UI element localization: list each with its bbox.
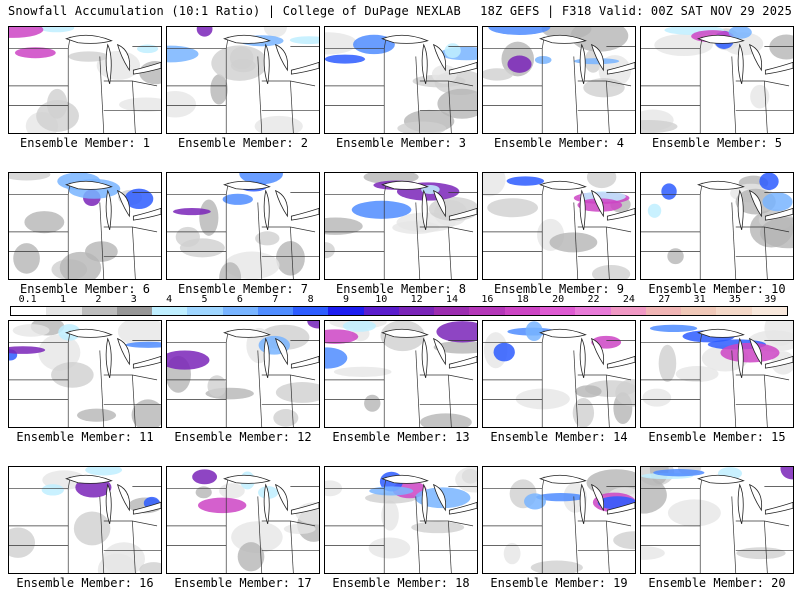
ensemble-member-label: Ensemble Member: 4 (493, 136, 625, 150)
ensemble-member-label: Ensemble Member: 6 (19, 282, 151, 296)
legend-swatch (257, 307, 294, 315)
legend-tick-label: 20 (552, 294, 565, 305)
legend-tick-label: 0.1 (18, 294, 37, 305)
ensemble-member-label: Ensemble Member: 19 (490, 576, 628, 590)
legend-swatch (681, 307, 717, 315)
ensemble-member-label: Ensemble Member: 20 (648, 576, 786, 590)
legend-tick-label: 8 (307, 294, 314, 305)
legend-tick-label: 14 (446, 294, 459, 305)
legend-swatch (293, 307, 329, 315)
ensemble-member-map (324, 320, 478, 428)
ensemble-member-label: Ensemble Member: 5 (651, 136, 783, 150)
ensemble-member-map (166, 172, 320, 280)
legend-tick-label: 3 (130, 294, 137, 305)
ensemble-member-map (166, 26, 320, 134)
ensemble-member-map (640, 466, 794, 574)
ensemble-member-map (324, 466, 478, 574)
ensemble-member-map (482, 26, 636, 134)
legend-tick-label: 5 (201, 294, 208, 305)
ensemble-member-map (324, 172, 478, 280)
legend-swatch (46, 307, 82, 315)
ensemble-member-map (482, 320, 636, 428)
ensemble-member-label: Ensemble Member: 12 (174, 430, 312, 444)
legend-swatch (81, 307, 117, 315)
legend-tick-label: 4 (166, 294, 173, 305)
legend-swatch (539, 307, 576, 315)
ensemble-member-label: Ensemble Member: 7 (177, 282, 309, 296)
legend-swatch (187, 307, 223, 315)
map-title: Snowfall Accumulation (10:1 Ratio) | Col… (8, 4, 461, 18)
legend-swatch (152, 307, 188, 315)
legend-tick-label: 18 (516, 294, 529, 305)
legend-swatch (469, 307, 505, 315)
ensemble-member-label: Ensemble Member: 2 (177, 136, 309, 150)
legend-swatch (11, 307, 47, 315)
legend-labels: 0.1 1 2 3 4 5 6 7 8 9 10 12 14 16 18 20 22 24 27 31 35 39 (10, 294, 788, 306)
run-info: 18Z GEFS | F318 Valid: 00Z SAT NOV 29 20… (480, 4, 792, 18)
legend-color-bar (10, 306, 788, 316)
legend-tick-label: 24 (622, 294, 635, 305)
ensemble-member-map (482, 466, 636, 574)
legend-tick-label: 6 (236, 294, 243, 305)
legend-tick-label: 9 (342, 294, 349, 305)
ensemble-member-map (8, 466, 162, 574)
ensemble-member-map (166, 466, 320, 574)
ensemble-member-map (8, 172, 162, 280)
legend-swatch (575, 307, 611, 315)
legend-tick-label: 7 (272, 294, 279, 305)
legend-tick-label: 22 (587, 294, 600, 305)
legend-swatch (398, 307, 435, 315)
ensemble-member-label: Ensemble Member: 14 (490, 430, 628, 444)
ensemble-member-label: Ensemble Member: 9 (493, 282, 625, 296)
ensemble-member-label: Ensemble Member: 13 (332, 430, 470, 444)
ensemble-member-label: Ensemble Member: 1 (19, 136, 151, 150)
legend-swatch (116, 307, 153, 315)
legend-swatch (434, 307, 470, 315)
ensemble-member-label: Ensemble Member: 17 (174, 576, 312, 590)
ensemble-member-label: Ensemble Member: 10 (648, 282, 786, 296)
ensemble-member-map (324, 26, 478, 134)
legend-swatch (363, 307, 399, 315)
legend-tick-label: 2 (95, 294, 102, 305)
ensemble-member-label: Ensemble Member: 8 (335, 282, 467, 296)
legend-swatch (504, 307, 540, 315)
ensemble-member-map (640, 26, 794, 134)
ensemble-member-map (640, 172, 794, 280)
ensemble-member-label: Ensemble Member: 15 (648, 430, 786, 444)
ensemble-member-map (166, 320, 320, 428)
legend-tick-label: 12 (410, 294, 423, 305)
legend-swatch (222, 307, 258, 315)
legend-tick-label: 1 (60, 294, 67, 305)
legend-tick-label: 10 (375, 294, 388, 305)
legend-swatch (645, 307, 682, 315)
ensemble-member-map (640, 320, 794, 428)
legend-swatch (328, 307, 364, 315)
legend-swatch (610, 307, 646, 315)
ensemble-member-map (8, 320, 162, 428)
color-legend (10, 306, 788, 320)
legend-tick-label: 35 (728, 294, 741, 305)
ensemble-member-label: Ensemble Member: 11 (16, 430, 154, 444)
legend-tick-label: 31 (693, 294, 706, 305)
legend-swatch (751, 307, 787, 315)
legend-tick-label: 27 (658, 294, 671, 305)
legend-tick-label: 39 (764, 294, 777, 305)
legend-tick-label: 16 (481, 294, 494, 305)
ensemble-member-label: Ensemble Member: 18 (332, 576, 470, 590)
ensemble-member-map (8, 26, 162, 134)
ensemble-member-map (482, 172, 636, 280)
ensemble-member-label: Ensemble Member: 3 (335, 136, 467, 150)
legend-swatch (716, 307, 752, 315)
ensemble-member-label: Ensemble Member: 16 (16, 576, 154, 590)
